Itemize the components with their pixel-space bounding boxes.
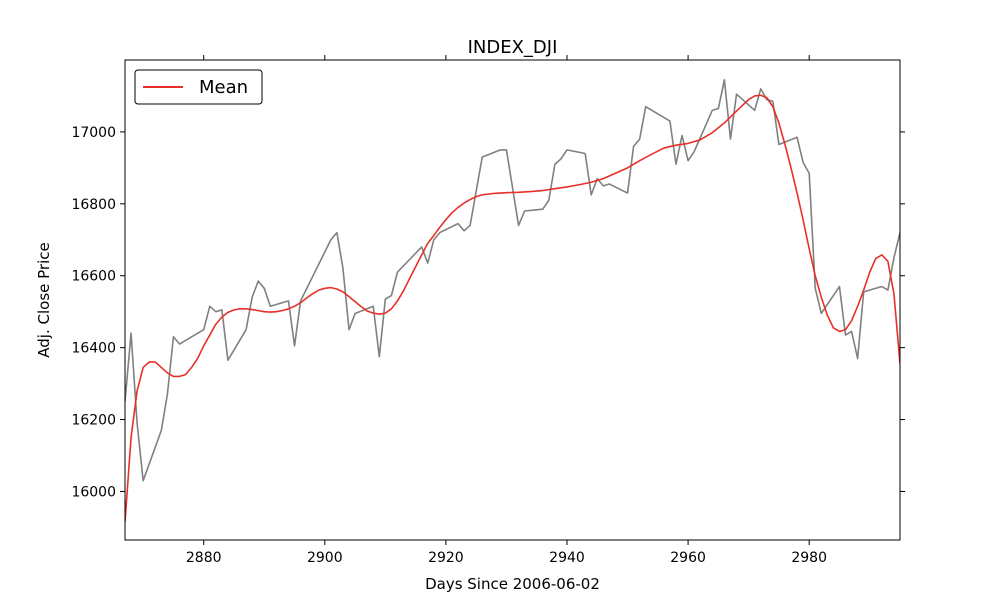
x-tick-label: 2940 bbox=[549, 550, 585, 566]
series-line-mean bbox=[125, 94, 900, 523]
y-tick-label: 16200 bbox=[71, 413, 116, 429]
legend-box bbox=[134, 69, 263, 105]
x-tick-label: 2960 bbox=[670, 550, 706, 566]
x-tick-label: 2980 bbox=[791, 550, 827, 566]
x-tick-label: 2900 bbox=[307, 550, 343, 566]
y-tick-label: 16400 bbox=[71, 341, 116, 357]
y-axis-title: Adj. Close Price bbox=[35, 242, 53, 357]
legend: Mean bbox=[134, 69, 263, 105]
x-tick-label: 2920 bbox=[428, 550, 464, 566]
y-tick-label: 16800 bbox=[71, 197, 116, 213]
series-line-adj-close bbox=[125, 78, 900, 482]
legend-label-mean: Mean bbox=[199, 77, 248, 98]
ticks-layer: 2880 2900 2920 2940 2960 2980 16000 16200 16400 1… bbox=[71, 55, 905, 566]
series-layer bbox=[125, 78, 900, 523]
x-tick-label: 2880 bbox=[186, 550, 222, 566]
axes-frame bbox=[124, 59, 901, 541]
y-tick-label: 16600 bbox=[71, 269, 116, 285]
y-tick-label: 17000 bbox=[71, 125, 116, 141]
chart-title: INDEX_DJI bbox=[468, 37, 558, 58]
y-tick-label: 16000 bbox=[71, 484, 116, 500]
x-axis-title: Days Since 2006-06-02 bbox=[425, 575, 600, 593]
